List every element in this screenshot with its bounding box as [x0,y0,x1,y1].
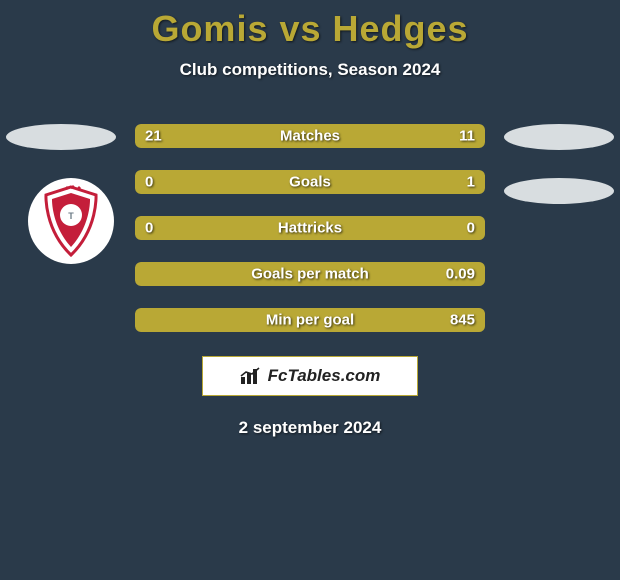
page-title: Gomis vs Hedges [151,8,468,50]
value-left: 0 [145,220,153,237]
stat-label: Hattricks [278,220,342,237]
value-left: 0 [145,174,153,191]
stat-row: 0 0 Hattricks [135,216,485,240]
player-right-placeholder [504,124,614,150]
date-label: 2 september 2024 [239,418,382,438]
page-subtitle: Club competitions, Season 2024 [180,60,441,80]
value-right: 0.09 [446,266,475,283]
stat-label: Min per goal [266,312,354,329]
player-left-placeholder [6,124,116,150]
stat-label: Goals per match [251,266,369,283]
value-right: 1 [467,174,475,191]
stat-row: 21 11 Matches [135,124,485,148]
stat-rows: 21 11 Matches 0 1 Goals 0 0 Hattricks 0.09 Goals p… [135,124,485,332]
stat-row: 0.09 Goals per match [135,262,485,286]
brand-text: FcTables.com [268,366,381,386]
bar-right [198,170,485,194]
value-right: 11 [459,128,475,145]
brand-box[interactable]: FcTables.com [202,356,418,396]
stat-row: 845 Min per goal [135,308,485,332]
stat-label: Goals [289,174,331,191]
value-right: 0 [467,220,475,237]
value-left: 21 [145,128,162,145]
bar-chart-icon [240,367,262,385]
stat-row: 0 1 Goals [135,170,485,194]
svg-text:T: T [68,211,74,221]
team-left-badge: T [28,178,114,264]
toronto-fc-crest-icon: T [40,185,102,257]
stat-label: Matches [280,128,340,145]
value-right: 845 [450,312,475,329]
team-right-placeholder [504,178,614,204]
